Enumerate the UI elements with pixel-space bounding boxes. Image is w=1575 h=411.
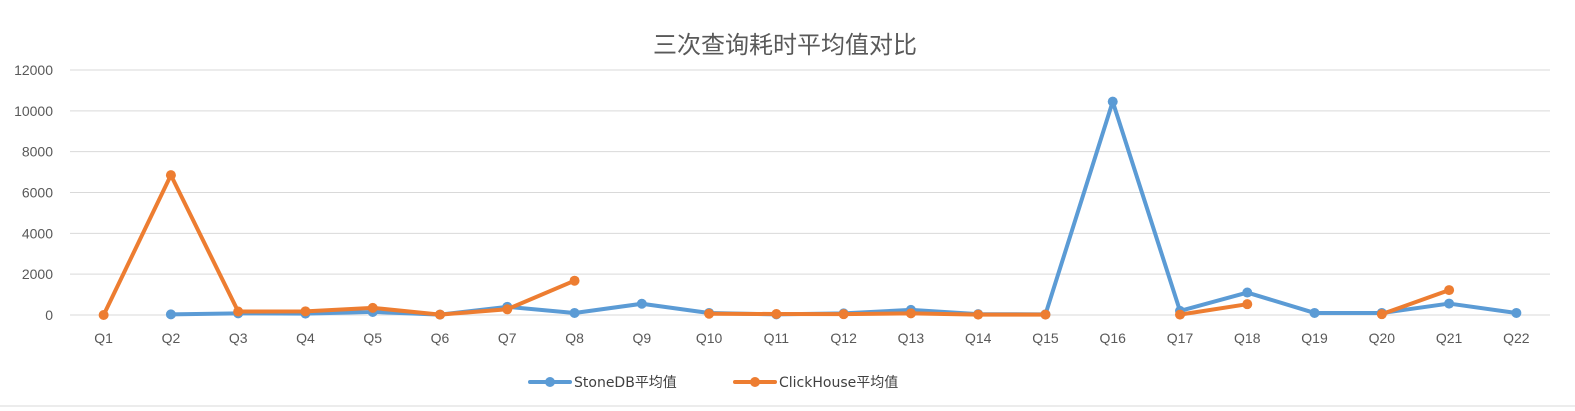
data-point: [1242, 287, 1253, 298]
data-point: [1376, 309, 1387, 320]
data-point: [1444, 285, 1455, 296]
x-tick-label: Q19: [1301, 330, 1328, 346]
x-tick-label: Q18: [1234, 330, 1261, 346]
y-tick-label: 2000: [22, 266, 53, 282]
x-tick-label: Q4: [296, 330, 315, 346]
data-point: [1309, 307, 1320, 318]
y-axis-ticks: 0 2000 4000 6000 8000 10000 12000: [14, 62, 53, 323]
series-0: [165, 96, 1522, 320]
data-point: [569, 307, 580, 318]
data-point: [973, 309, 984, 320]
x-tick-label: Q2: [162, 330, 181, 346]
series-line: [707, 311, 1048, 317]
x-axis-ticks: Q1 Q2 Q3 Q4 Q5 Q6 Q7 Q8 Q9 Q10 Q11 Q12 Q13 Q14 Q15 Q16 Q…: [94, 330, 1530, 346]
x-tick-label: Q3: [229, 330, 248, 346]
x-tick-label: Q7: [498, 330, 517, 346]
legend-marker: [750, 377, 760, 387]
data-point: [1242, 299, 1253, 310]
data-point: [1444, 298, 1455, 309]
y-tick-label: 4000: [22, 225, 53, 241]
x-tick-label: Q12: [830, 330, 857, 346]
y-tick-label: 10000: [14, 103, 53, 119]
x-tick-label: Q13: [898, 330, 925, 346]
x-tick-label: Q5: [363, 330, 382, 346]
y-tick-label: 12000: [14, 62, 53, 78]
data-point: [435, 309, 445, 320]
data-point: [300, 306, 311, 317]
data-point: [704, 308, 715, 319]
gridlines: [70, 69, 1550, 316]
series-line: [168, 99, 1519, 317]
series-line: [1379, 288, 1452, 317]
x-tick-label: Q10: [696, 330, 723, 346]
x-tick-label: Q8: [565, 330, 584, 346]
data-point: [233, 306, 244, 317]
data-point: [1107, 96, 1118, 107]
x-tick-label: Q11: [764, 330, 790, 346]
data-point: [636, 298, 647, 309]
y-tick-label: 6000: [22, 185, 53, 201]
x-tick-label: Q17: [1167, 330, 1194, 346]
series-1: [98, 170, 1455, 320]
x-tick-label: Q1: [94, 330, 113, 346]
series-line: [101, 173, 577, 317]
x-tick-label: Q16: [1099, 330, 1126, 346]
data-point: [502, 304, 513, 315]
legend-label: StoneDB平均值: [574, 375, 677, 391]
x-tick-label: Q15: [1032, 330, 1059, 346]
data-point: [771, 308, 782, 319]
y-tick-label: 0: [45, 307, 53, 323]
legend-item: ClickHouse平均值: [733, 375, 898, 391]
x-tick-label: Q21: [1436, 330, 1463, 346]
chart-title: 三次查询耗时平均值对比: [653, 31, 917, 59]
data-point: [569, 275, 580, 286]
x-tick-label: Q20: [1369, 330, 1396, 346]
x-tick-label: Q14: [965, 330, 992, 346]
data-point: [1175, 309, 1185, 320]
data-point: [1511, 307, 1522, 318]
x-tick-label: Q22: [1503, 330, 1530, 346]
data-point: [165, 170, 176, 181]
x-tick-label: Q9: [632, 330, 651, 346]
legend-item: StoneDB平均值: [528, 375, 677, 391]
data-point: [98, 310, 109, 320]
legend-marker: [545, 377, 555, 387]
series-line: [1178, 302, 1250, 317]
data-point: [905, 308, 916, 319]
data-point: [1040, 309, 1051, 320]
data-point: [838, 309, 849, 320]
data-point: [367, 302, 378, 313]
legend: StoneDB平均值 ClickHouse平均值: [528, 375, 898, 391]
legend-label: ClickHouse平均值: [779, 375, 898, 391]
x-tick-label: Q6: [431, 330, 450, 346]
data-point: [165, 309, 176, 320]
y-tick-label: 8000: [22, 144, 53, 160]
series-layer: [98, 96, 1522, 320]
